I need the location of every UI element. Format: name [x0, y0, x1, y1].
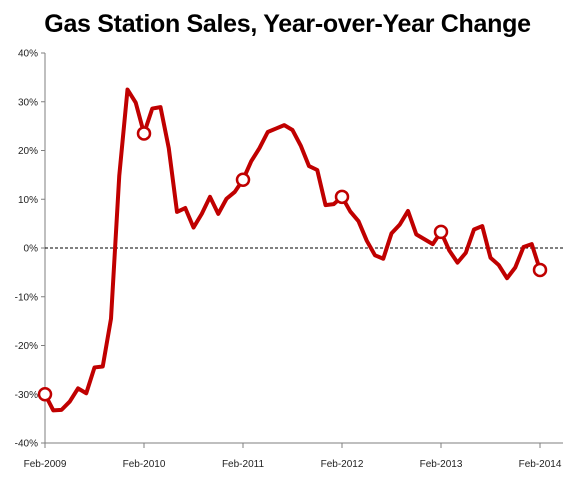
x-tick-label: Feb-2012	[321, 459, 364, 470]
x-tick-label: Feb-2009	[24, 459, 67, 470]
x-tick-label: Feb-2011	[222, 459, 265, 470]
y-tick-label: 30%	[18, 97, 38, 108]
y-tick-label: -20%	[15, 341, 38, 352]
y-tick-label: -30%	[15, 390, 38, 401]
data-point-marker	[334, 189, 350, 205]
y-tick-label: -40%	[15, 439, 38, 450]
y-tick-label: 20%	[18, 146, 38, 157]
series-line	[43, 87, 542, 413]
data-point-marker	[136, 126, 152, 141]
y-ticks: -40% -30% -20% -10% 0% 10% 20% 30% 40%	[15, 49, 45, 450]
chart-title: Gas Station Sales, Year-over-Year Change	[44, 10, 531, 38]
data-point-marker	[532, 262, 548, 278]
y-tick-label: -10%	[15, 292, 38, 303]
x-tick-label: Feb-2014	[519, 459, 562, 470]
data-point-marker	[433, 224, 449, 240]
data-point-marker	[37, 387, 53, 402]
x-tick-label: Feb-2010	[123, 459, 166, 470]
markers	[37, 126, 548, 402]
x-tick-label: Feb-2013	[420, 459, 463, 470]
y-tick-label: 10%	[18, 195, 38, 206]
x-ticks: Feb-2009 Feb-2010 Feb-2011 Feb-2012 Feb-2013…	[24, 443, 562, 470]
y-tick-label: 40%	[18, 49, 38, 60]
data-point-marker	[235, 172, 251, 187]
y-tick-label: 0%	[24, 244, 39, 255]
